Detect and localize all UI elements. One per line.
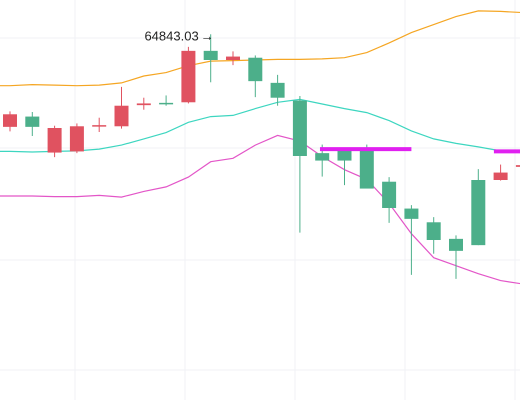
candle-body xyxy=(426,222,441,240)
candle-body xyxy=(114,105,129,127)
candle-up xyxy=(471,169,486,246)
candle-down xyxy=(69,123,84,154)
candle-up xyxy=(159,95,174,106)
annotation-label: 64843.03 xyxy=(144,28,198,43)
candle-body xyxy=(203,50,218,60)
candles xyxy=(3,34,520,279)
candle-up xyxy=(203,34,218,83)
candle-down xyxy=(3,111,17,132)
candle-up xyxy=(359,144,374,189)
candle-up xyxy=(382,177,397,223)
candle-up xyxy=(404,205,419,275)
candle-body xyxy=(3,114,17,127)
lower-band-line xyxy=(0,134,520,285)
candle-up xyxy=(337,148,352,186)
candle-body xyxy=(382,181,397,208)
candle-down xyxy=(226,51,240,66)
candle-down xyxy=(47,125,62,158)
candle-body xyxy=(404,208,419,219)
candle-body xyxy=(159,102,174,105)
candle-body xyxy=(92,125,107,127)
candle-body xyxy=(47,128,62,153)
candle-body xyxy=(315,153,330,161)
candle-body xyxy=(292,100,307,156)
candle-body xyxy=(359,148,374,189)
candle-body xyxy=(270,82,285,98)
candle-up xyxy=(248,55,263,98)
candle-body xyxy=(181,50,196,103)
candle-up xyxy=(426,217,441,254)
price-annotation: 64843.03 → xyxy=(144,28,213,43)
upper-band-line xyxy=(0,10,520,87)
candle-up xyxy=(25,112,40,136)
candle-body xyxy=(449,238,463,251)
candle-up xyxy=(270,74,285,106)
candle-down xyxy=(114,86,129,129)
candle-down xyxy=(181,46,196,104)
candle-up xyxy=(449,235,463,279)
candle-body xyxy=(25,116,40,127)
candle-down xyxy=(515,165,520,167)
candle-down xyxy=(493,164,508,181)
candle-body xyxy=(248,57,263,82)
candle-up xyxy=(292,96,307,233)
annotation-arrow-icon: → xyxy=(201,28,214,43)
candle-body xyxy=(493,172,508,180)
candle-down xyxy=(92,117,107,132)
candle-body xyxy=(337,148,352,161)
candle-body xyxy=(136,103,151,106)
candle-body xyxy=(471,180,486,246)
markers xyxy=(319,147,520,154)
candle-body xyxy=(226,56,240,60)
candle-body xyxy=(515,165,520,167)
candle-down xyxy=(136,97,151,110)
candle-body xyxy=(69,126,84,152)
